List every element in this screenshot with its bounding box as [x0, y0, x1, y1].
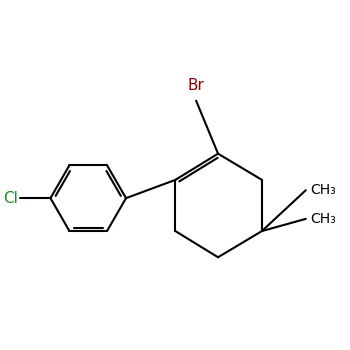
Text: Br: Br [188, 78, 204, 93]
Text: CH₃: CH₃ [311, 183, 336, 197]
Text: Cl: Cl [3, 191, 18, 206]
Text: CH₃: CH₃ [311, 212, 336, 226]
